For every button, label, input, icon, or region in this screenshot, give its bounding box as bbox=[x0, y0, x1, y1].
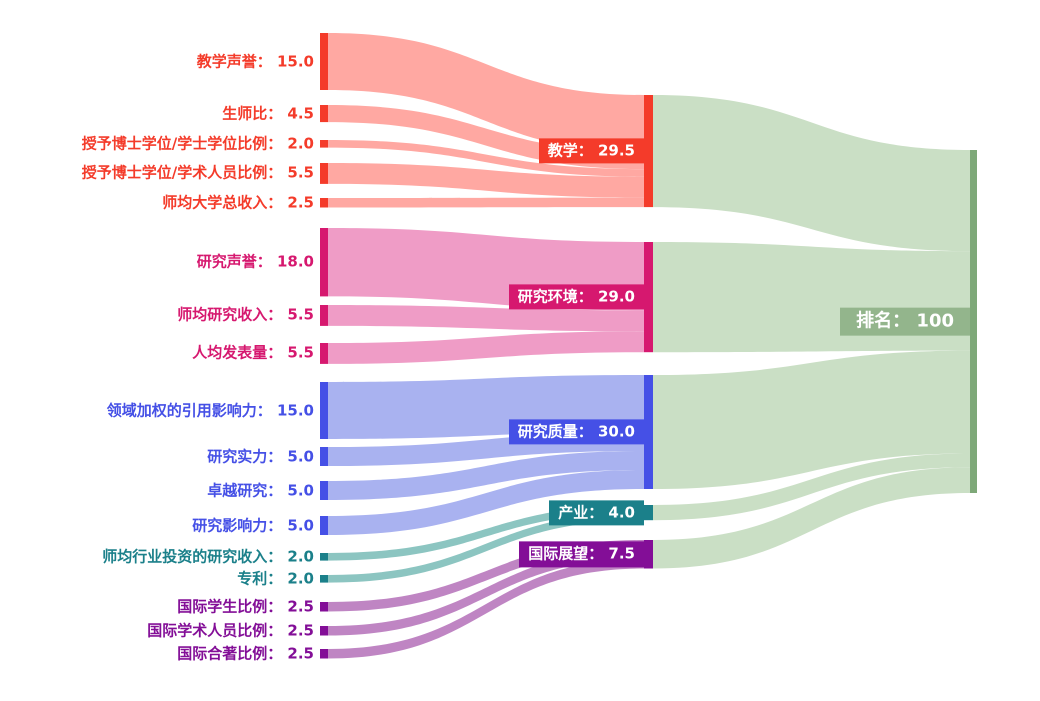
left-node-bar-8 bbox=[320, 382, 328, 439]
left-node-bar-12 bbox=[320, 553, 328, 561]
flow-研究质量-to-rank bbox=[653, 350, 970, 489]
left-node-label-7: 人均发表量： 5.5 bbox=[192, 343, 314, 362]
left-node-label-2: 授予博士学位/学士学位比例： 2.0 bbox=[81, 134, 314, 153]
middle-node-bar-1 bbox=[644, 242, 653, 353]
middle-node-label-4: 国际展望： 7.5 bbox=[519, 541, 644, 567]
flow-left-4 bbox=[328, 197, 644, 208]
flow-教学-to-rank bbox=[653, 95, 970, 252]
left-node-bar-7 bbox=[320, 343, 328, 364]
left-node-bar-6 bbox=[320, 305, 328, 326]
rank-node-label: 排名： 100 bbox=[840, 307, 970, 336]
left-node-label-15: 国际学术人员比例： 2.5 bbox=[147, 621, 314, 640]
flow-left-15 bbox=[328, 549, 644, 636]
left-node-bar-1 bbox=[320, 105, 328, 123]
left-node-bar-5 bbox=[320, 228, 328, 297]
left-node-label-12: 师均行业投资的研究收入： 2.0 bbox=[102, 547, 314, 566]
left-node-bar-4 bbox=[320, 198, 328, 208]
middle-node-bar-2 bbox=[644, 375, 653, 489]
left-node-label-16: 国际合著比例： 2.5 bbox=[177, 644, 314, 663]
left-node-bar-2 bbox=[320, 140, 328, 148]
left-node-bar-9 bbox=[320, 447, 328, 466]
flow-left-12 bbox=[328, 505, 644, 561]
left-node-bar-15 bbox=[320, 626, 328, 636]
middle-node-label-3: 产业： 4.0 bbox=[549, 499, 644, 526]
left-node-label-10: 卓越研究： 5.0 bbox=[207, 480, 314, 499]
left-node-label-4: 师均大学总收入： 2.5 bbox=[162, 193, 314, 212]
left-node-label-9: 研究实力： 5.0 bbox=[207, 446, 314, 465]
left-node-label-3: 授予博士学位/学术人员比例： 5.5 bbox=[81, 163, 314, 182]
flow-left-10 bbox=[328, 451, 644, 500]
left-node-label-6: 师均研究收入： 5.5 bbox=[177, 305, 314, 324]
middle-node-label-0: 教学： 29.5 bbox=[538, 138, 644, 164]
left-node-bar-13 bbox=[320, 575, 328, 583]
flow-left-7 bbox=[328, 331, 644, 364]
left-node-bar-3 bbox=[320, 163, 328, 184]
middle-node-label-1: 研究环境： 29.0 bbox=[508, 284, 644, 310]
rank-node-bar bbox=[970, 150, 977, 493]
left-node-bar-14 bbox=[320, 602, 328, 612]
left-node-label-11: 研究影响力： 5.0 bbox=[192, 515, 314, 534]
flow-left-6 bbox=[328, 305, 644, 332]
flow-left-13 bbox=[328, 512, 644, 583]
flow-left-16 bbox=[328, 559, 644, 659]
flow-left-11 bbox=[328, 470, 644, 535]
left-node-bar-0 bbox=[320, 33, 328, 90]
left-node-bar-11 bbox=[320, 516, 328, 535]
left-node-label-5: 研究声誉： 18.0 bbox=[196, 252, 314, 271]
flow-国际展望-to-rank bbox=[653, 467, 970, 569]
middle-node-bar-0 bbox=[644, 95, 653, 208]
left-node-label-1: 生师比： 4.5 bbox=[222, 103, 314, 122]
left-node-bar-16 bbox=[320, 649, 328, 659]
flow-left-2 bbox=[328, 140, 644, 177]
middle-node-label-2: 研究质量： 30.0 bbox=[508, 419, 644, 445]
flow-left-14 bbox=[328, 540, 644, 612]
flow-产业-to-rank bbox=[653, 453, 970, 521]
flow-left-3 bbox=[328, 163, 644, 198]
middle-node-bar-4 bbox=[644, 540, 653, 569]
middle-node-bar-3 bbox=[644, 505, 653, 521]
left-node-label-8: 领域加权的引用影响力： 15.0 bbox=[106, 400, 314, 419]
left-node-label-0: 教学声誉： 15.0 bbox=[196, 51, 314, 70]
left-node-label-14: 国际学生比例： 2.5 bbox=[177, 597, 314, 616]
flow-left-0 bbox=[328, 33, 644, 152]
left-node-bar-10 bbox=[320, 481, 328, 500]
left-node-label-13: 专利： 2.0 bbox=[237, 569, 314, 588]
